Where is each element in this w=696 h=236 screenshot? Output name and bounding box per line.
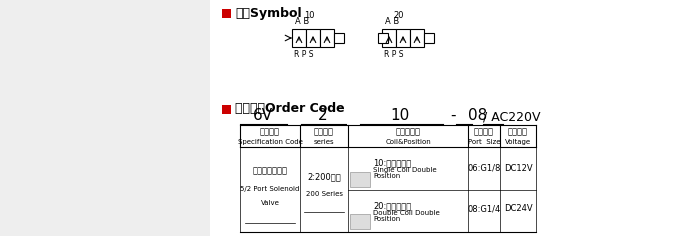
Text: Coil&Position: Coil&Position [385, 139, 431, 145]
Bar [222, 105, 231, 114]
Bar [350, 214, 370, 229]
Text: 10: 10 [390, 108, 410, 123]
Bar [350, 172, 370, 186]
Text: Position: Position [373, 216, 400, 222]
Text: 规格代号: 规格代号 [260, 127, 280, 136]
Text: 20: 20 [394, 11, 404, 20]
Text: 线圈及位数: 线圈及位数 [395, 127, 420, 136]
Text: R P S: R P S [294, 50, 313, 59]
Text: 06:G1/8: 06:G1/8 [467, 164, 500, 173]
Text: Single Coil Double: Single Coil Double [373, 167, 436, 173]
Bar [0, 0, 210, 236]
Text: Specification Code: Specification Code [237, 139, 303, 145]
Text: 08:G1/4: 08:G1/4 [468, 204, 500, 213]
Text: series: series [314, 139, 334, 145]
Bar [334, 33, 344, 43]
Text: 10:单头双位置: 10:单头双位置 [373, 159, 411, 168]
Text: 订货型号Order Code: 订货型号Order Code [235, 102, 345, 115]
Text: 标准电压: 标准电压 [508, 127, 528, 136]
Text: 系列代号: 系列代号 [314, 127, 334, 136]
Text: 符号Symbol: 符号Symbol [235, 8, 301, 21]
Bar [396, 29, 410, 47]
Text: DC12V: DC12V [504, 164, 532, 173]
Text: 接管口径: 接管口径 [474, 127, 494, 136]
Bar [222, 9, 231, 18]
Text: 2:200系列: 2:200系列 [307, 172, 341, 181]
Text: 200 Series: 200 Series [306, 191, 342, 197]
Text: / AC220V: / AC220V [483, 110, 541, 123]
Text: 二位五通电磁阀: 二位五通电磁阀 [253, 166, 287, 175]
Text: A B: A B [295, 17, 309, 26]
Bar [306, 29, 320, 47]
Text: DC24V: DC24V [504, 204, 532, 213]
Bar [320, 29, 334, 47]
Bar [410, 29, 424, 47]
Text: A B: A B [385, 17, 399, 26]
Text: 2: 2 [318, 108, 328, 123]
Text: 10: 10 [303, 11, 315, 20]
Text: 08: 08 [468, 108, 488, 123]
Text: 6V: 6V [253, 108, 273, 123]
Bar [424, 33, 434, 43]
Text: -: - [450, 108, 456, 123]
Bar [378, 33, 388, 43]
Bar [292, 29, 306, 47]
Text: Port  Size: Port Size [468, 139, 500, 145]
Text: 5/2 Port Solenoid: 5/2 Port Solenoid [240, 186, 300, 193]
Text: Voltage: Voltage [505, 139, 531, 145]
Text: 20:双头双位置: 20:双头双位置 [373, 201, 411, 210]
Text: Valve: Valve [260, 200, 279, 206]
Text: R P S: R P S [384, 50, 404, 59]
Text: Double Coil Double: Double Coil Double [373, 210, 440, 216]
Text: Position: Position [373, 173, 400, 179]
Bar [382, 29, 396, 47]
